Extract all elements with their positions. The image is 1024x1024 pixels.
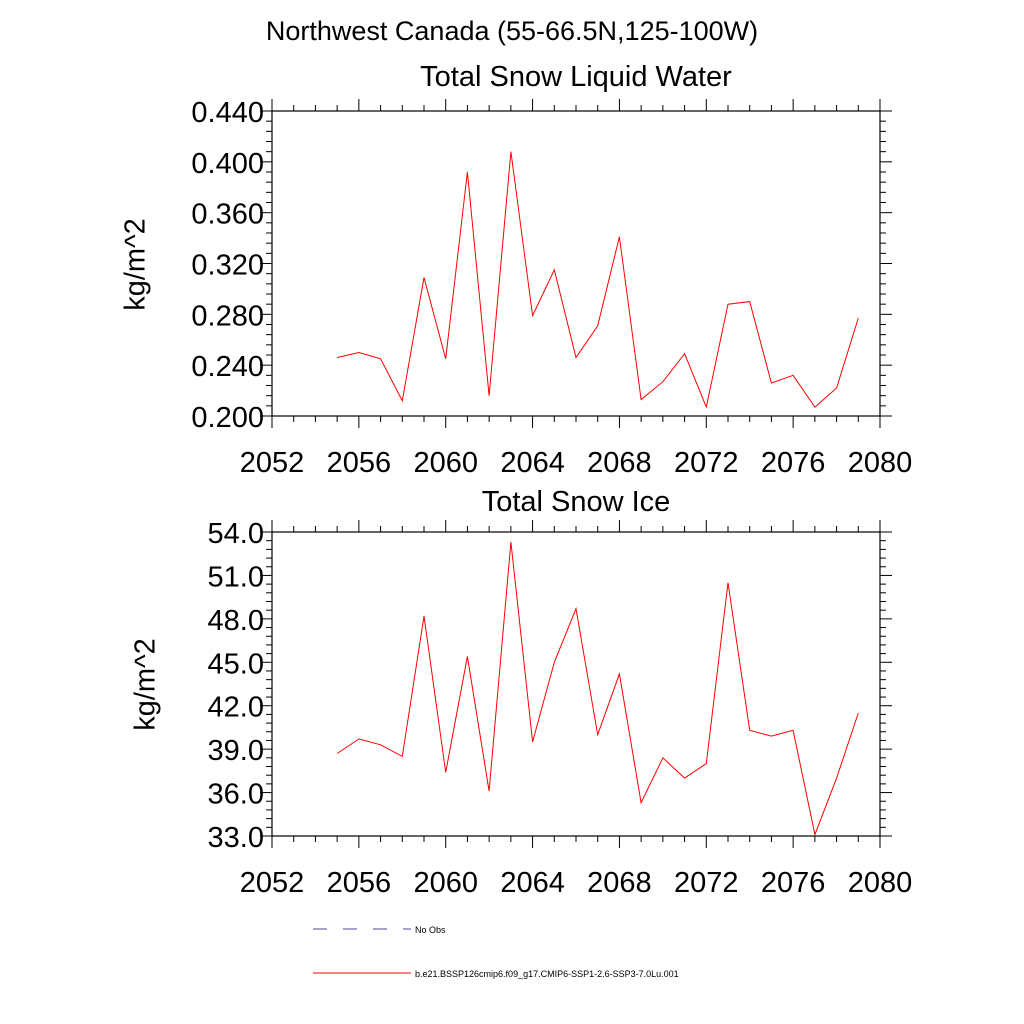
- panel-2-frame: [271, 531, 881, 837]
- legend-label-2: b.e21.BSSP126cmip6.f09_g17.CMIP6-SSP1-2.…: [415, 969, 679, 979]
- panel-1-frame: [271, 110, 881, 417]
- panel-2-y-tick-label: 48.0: [208, 605, 264, 637]
- panel-2-title: Total Snow Ice: [481, 486, 671, 518]
- panel-1-x-tick-label: 2060: [413, 447, 478, 479]
- panel-2-y-tick-label: 54.0: [208, 518, 264, 550]
- panel-1-x-tick-label: 2052: [240, 447, 305, 479]
- panel-1-x-tick-label: 2064: [500, 447, 565, 479]
- panel-1-y-tick-label: 0.280: [191, 300, 264, 332]
- panel-1-x-tick-label: 2076: [761, 447, 826, 479]
- panel-1-y-tick-label: 0.440: [191, 97, 264, 129]
- panel-1-title: Total Snow Liquid Water: [420, 61, 732, 93]
- panel-2-x-tick-label: 2080: [848, 867, 913, 899]
- panel-2-x-tick-label: 2072: [674, 867, 739, 899]
- panel-1-y-tick-label: 0.240: [191, 351, 264, 383]
- panel-2-x-tick-label: 2052: [240, 867, 305, 899]
- panel-1-x-tick-label: 2072: [674, 447, 739, 479]
- panel-2-x-tick-label: 2064: [500, 867, 565, 899]
- panel-1-x-tick-label: 2056: [327, 447, 392, 479]
- legend-label-1: No Obs: [415, 925, 446, 935]
- panel-2-x-tick-label: 2060: [413, 867, 478, 899]
- panel-1-x-tick-label: 2080: [848, 447, 913, 479]
- panel-2-y-tick-label: 51.0: [208, 561, 264, 593]
- panel-2-y-tick-label: 39.0: [208, 735, 264, 767]
- panel-2-y-tick-label: 36.0: [208, 779, 264, 811]
- panel-1-series-line: [336, 151, 859, 409]
- panel-2-y-tick-label: 45.0: [208, 648, 264, 680]
- panel-2-x-tick-label: 2056: [327, 867, 392, 899]
- panel-2-x-tick-label: 2076: [761, 867, 826, 899]
- figure-suptitle: Northwest Canada (55-66.5N,125-100W): [265, 16, 759, 46]
- panel-1-x-tick-label: 2068: [587, 447, 652, 479]
- panel-1-y-tick-label: 0.360: [191, 199, 264, 231]
- panel-1-y-tick-label: 0.200: [191, 402, 264, 434]
- panel-2-x-tick-label: 2068: [587, 867, 652, 899]
- panel-2-y-tick-label: 33.0: [208, 822, 264, 854]
- panel-1-y-tick-label: 0.400: [191, 148, 264, 180]
- panel-2-y-tick-label: 42.0: [208, 692, 264, 724]
- panel-2-series-line: [336, 542, 859, 837]
- panel-1-y-tick-label: 0.320: [191, 250, 264, 282]
